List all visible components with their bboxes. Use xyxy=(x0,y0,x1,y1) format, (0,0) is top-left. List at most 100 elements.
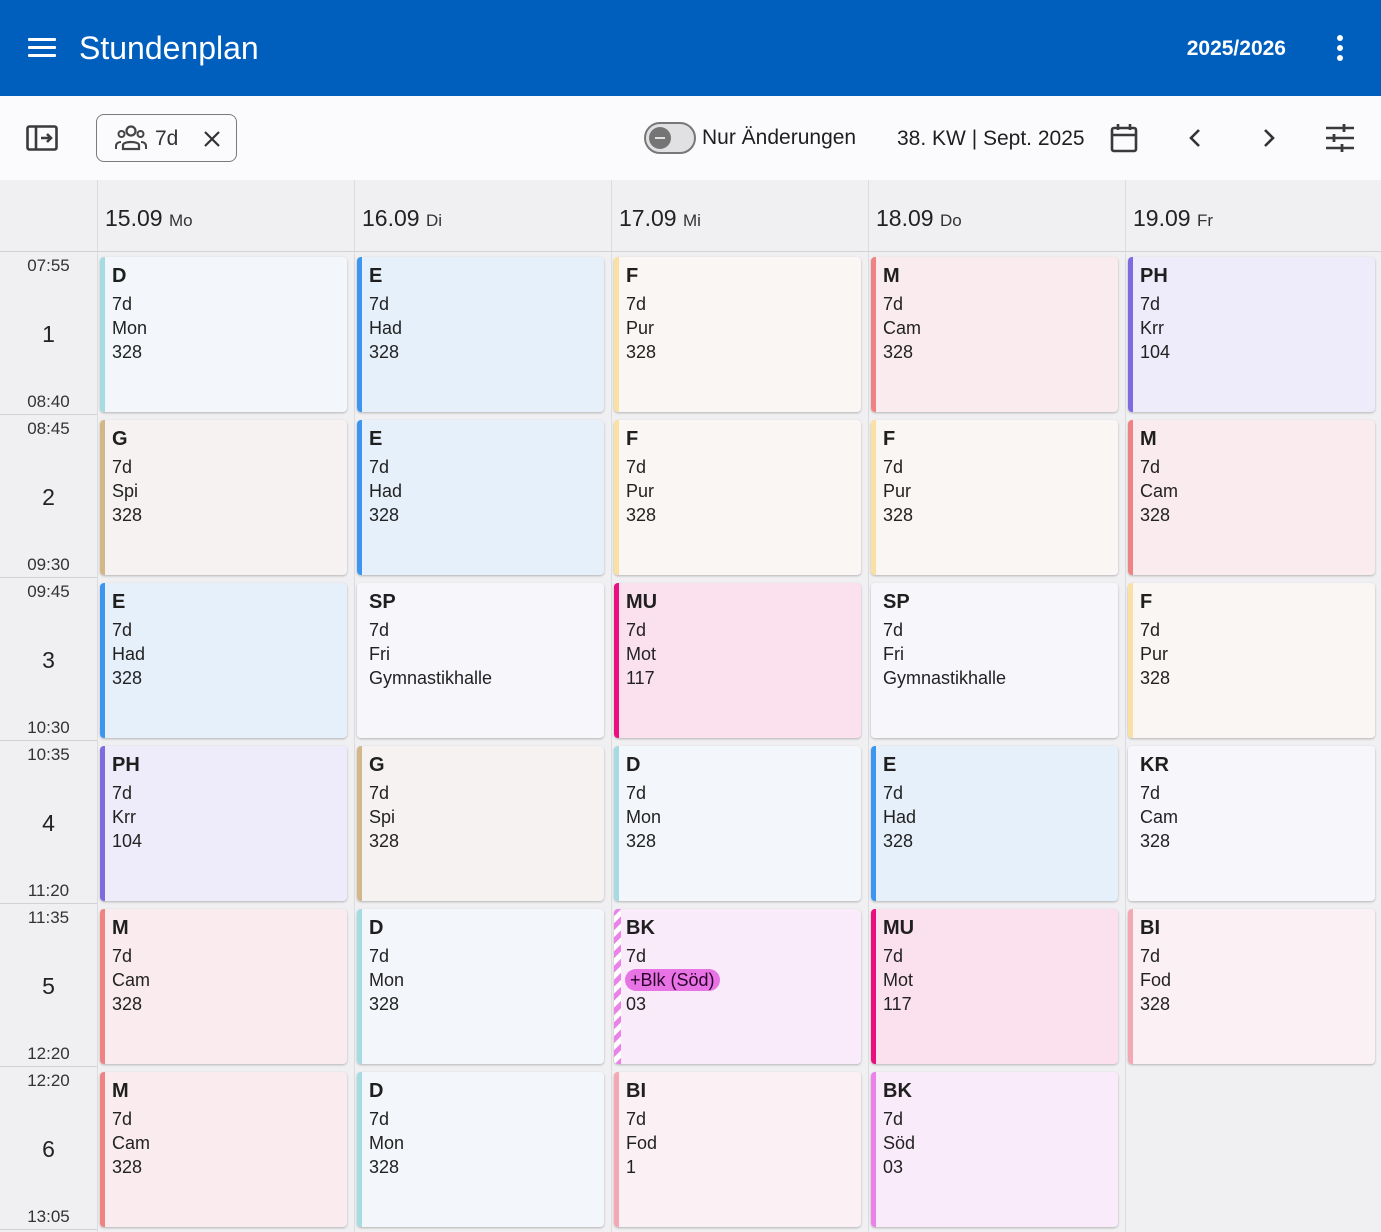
lesson-card[interactable]: BI 7d Fod 1 xyxy=(614,1072,861,1227)
class-filter-chip[interactable]: 7d xyxy=(96,114,237,162)
lesson-card[interactable]: BI 7d Fod 328 xyxy=(1128,909,1375,1064)
lesson-card[interactable]: D 7d Mon 328 xyxy=(357,1072,604,1227)
lesson-room: Gymnastikhalle xyxy=(369,668,493,688)
period-cell: 11:35 5 12:20 xyxy=(0,904,97,1067)
lesson-card[interactable]: SP 7d Fri Gymnastikhalle xyxy=(357,583,604,738)
day-header: 17.09 Mi xyxy=(611,180,868,252)
lesson-subject: SP xyxy=(883,591,910,613)
lesson-card[interactable]: F 7d Pur 328 xyxy=(871,420,1118,575)
lesson-subject: BK xyxy=(883,1080,912,1102)
lesson-room: 328 xyxy=(112,505,143,525)
lesson-color-bar xyxy=(614,583,619,738)
period-cell: 09:45 3 10:30 xyxy=(0,578,97,741)
lesson-teacher: Fri xyxy=(369,644,390,664)
lesson-class: 7d xyxy=(369,1109,390,1129)
lesson-card[interactable]: D 7d Mon 328 xyxy=(614,746,861,901)
lesson-card[interactable]: MU 7d Mot 117 xyxy=(871,909,1118,1064)
lesson-subject: BI xyxy=(626,1080,646,1102)
lesson-class: 7d xyxy=(883,457,904,477)
day-date: 15.09 xyxy=(105,205,163,231)
lesson-class: 7d xyxy=(1140,620,1161,640)
lesson-teacher: Cam xyxy=(1140,807,1179,827)
toggle-knob xyxy=(649,127,671,149)
lesson-card[interactable]: D 7d Mon 328 xyxy=(357,909,604,1064)
lesson-teacher: Pur xyxy=(626,481,655,501)
period-number: 3 xyxy=(42,647,55,673)
lesson-subject: KR xyxy=(1140,754,1169,776)
period-number: 2 xyxy=(42,484,55,510)
lesson-class: 7d xyxy=(369,457,390,477)
lesson-teacher: Mot xyxy=(883,970,914,990)
lesson-card[interactable]: F 7d Pur 328 xyxy=(614,420,861,575)
lesson-teacher: Mot xyxy=(626,644,657,664)
period-cell: 12:20 6 13:05 xyxy=(0,1067,97,1230)
chevron-left-icon[interactable] xyxy=(1176,118,1216,158)
changes-only-toggle[interactable] xyxy=(644,122,696,154)
lesson-teacher: Pur xyxy=(883,481,912,501)
timetable-grid: 15.09 Mo 16.09 Di 17.09 Mi 18.09 Do 19.09 Fr… xyxy=(0,180,1381,1232)
lesson-room: 328 xyxy=(1140,505,1171,525)
lesson-room: 104 xyxy=(1140,342,1171,362)
period-number: 4 xyxy=(42,810,55,836)
lesson-subject: SP xyxy=(369,591,396,613)
lesson-card[interactable]: M 7d Cam 328 xyxy=(871,257,1118,412)
lesson-teacher: Fod xyxy=(626,1133,658,1153)
lesson-card[interactable]: E 7d Had 328 xyxy=(357,420,604,575)
day-header: 18.09 Do xyxy=(868,180,1125,252)
lesson-color-bar xyxy=(357,583,362,738)
lesson-card[interactable]: M 7d Cam 328 xyxy=(100,1072,347,1227)
grid-corner xyxy=(0,180,97,252)
tune-icon[interactable] xyxy=(1320,118,1360,158)
lesson-card[interactable]: BK 7d Söd 03 xyxy=(871,1072,1118,1227)
day-weekday: Do xyxy=(939,211,962,230)
period-start-time: 12:20 xyxy=(27,1071,70,1090)
lesson-class: 7d xyxy=(112,294,133,314)
lesson-card[interactable]: MU 7d Mot 117 xyxy=(614,583,861,738)
period-end-time: 11:20 xyxy=(27,881,70,900)
lesson-card[interactable]: KR 7d Cam 328 xyxy=(1128,746,1375,901)
calendar-icon[interactable] xyxy=(1104,118,1144,158)
lesson-subject: D xyxy=(626,754,641,776)
lesson-teacher: Had xyxy=(883,807,917,827)
lesson-color-bar xyxy=(1128,420,1133,575)
period-cell: 07:55 1 08:40 xyxy=(0,252,97,415)
lesson-card[interactable]: PH 7d Krr 104 xyxy=(100,746,347,901)
lesson-room: 117 xyxy=(626,668,655,688)
close-icon[interactable] xyxy=(200,127,224,151)
class-filter-label: 7d xyxy=(155,127,179,150)
lesson-card[interactable]: M 7d Cam 328 xyxy=(100,909,347,1064)
app-bar: Stundenplan 2025/2026 xyxy=(0,0,1381,96)
lesson-class: 7d xyxy=(626,783,647,803)
lesson-card[interactable]: G 7d Spi 328 xyxy=(357,746,604,901)
sidebar-toggle-icon[interactable] xyxy=(22,118,62,158)
lesson-class: 7d xyxy=(369,620,390,640)
period-start-time: 11:35 xyxy=(27,908,70,927)
lesson-card[interactable]: BK 7d +Blk (Söd) 03 xyxy=(614,909,861,1064)
lesson-card[interactable]: G 7d Spi 328 xyxy=(100,420,347,575)
lesson-card[interactable]: D 7d Mon 328 xyxy=(100,257,347,412)
lesson-card[interactable]: F 7d Pur 328 xyxy=(614,257,861,412)
school-year-button[interactable]: 2025/2026 xyxy=(1186,37,1286,60)
lesson-card[interactable]: PH 7d Krr 104 xyxy=(1128,257,1375,412)
lesson-card[interactable]: E 7d Had 328 xyxy=(100,583,347,738)
lesson-color-bar xyxy=(100,420,105,575)
lesson-card[interactable]: M 7d Cam 328 xyxy=(1128,420,1375,575)
lesson-class: 7d xyxy=(626,294,647,314)
lesson-color-bar xyxy=(357,420,362,575)
lesson-room: 328 xyxy=(369,994,400,1014)
menu-icon[interactable] xyxy=(24,32,60,64)
lesson-card[interactable]: SP 7d Fri Gymnastikhalle xyxy=(871,583,1118,738)
lesson-class: 7d xyxy=(883,783,904,803)
lesson-card[interactable]: E 7d Had 328 xyxy=(357,257,604,412)
period-end-time: 10:30 xyxy=(27,718,70,737)
lesson-card[interactable]: F 7d Pur 328 xyxy=(1128,583,1375,738)
lesson-class: 7d xyxy=(626,1109,647,1129)
day-weekday: Fr xyxy=(1196,211,1213,230)
chevron-right-icon[interactable] xyxy=(1248,118,1288,158)
more-options-icon[interactable] xyxy=(1327,32,1353,64)
lesson-color-bar xyxy=(614,257,619,412)
lesson-room: 328 xyxy=(112,1157,143,1177)
lesson-class: 7d xyxy=(626,946,647,966)
lesson-card[interactable]: E 7d Had 328 xyxy=(871,746,1118,901)
lesson-teacher: Spi xyxy=(112,481,139,501)
